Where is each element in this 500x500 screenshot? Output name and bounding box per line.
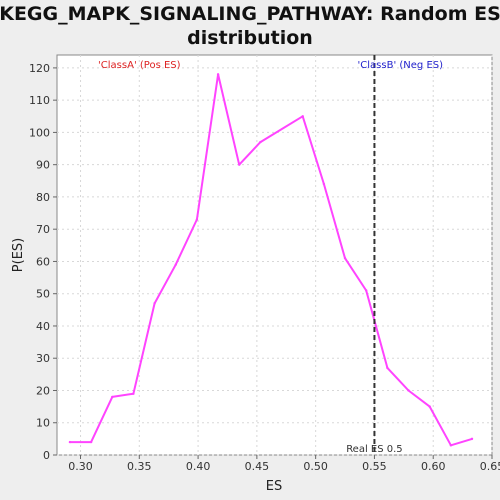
x-tick-label: 0.35 [127, 460, 152, 473]
y-tick-label: 0 [43, 449, 50, 462]
data-point [343, 257, 347, 260]
data-point [259, 140, 262, 144]
y-tick-label: 30 [36, 352, 50, 365]
x-tick-label: 0.55 [362, 460, 387, 473]
y-tick-label: 20 [36, 384, 50, 397]
x-tick-label: 0.60 [421, 460, 446, 473]
data-point [322, 182, 326, 186]
y-tick-label: 10 [36, 417, 50, 430]
plot-area [56, 54, 493, 456]
grid-layer [57, 55, 493, 456]
x-tick-label: 0.30 [68, 460, 93, 473]
data-point [89, 440, 93, 444]
data-point [470, 437, 474, 441]
data-point [301, 115, 304, 118]
data-point [216, 73, 220, 76]
data-point [238, 163, 241, 166]
data-point [132, 392, 135, 395]
class-a-annotation: 'ClassA' (Pos ES) [98, 60, 181, 71]
series-layer [68, 73, 474, 447]
y-tick-label: 100 [29, 126, 50, 139]
x-axis-label: ES [266, 479, 282, 494]
real-es-label: Real ES 0.5 [346, 444, 402, 455]
x-tick-label: 0.40 [186, 460, 211, 473]
data-point [386, 366, 389, 370]
data-point [428, 405, 431, 408]
y-tick-label: 110 [29, 94, 50, 107]
y-axis-label: P(ES) [11, 238, 26, 272]
data-point [365, 289, 368, 292]
y-tick-label: 50 [36, 288, 50, 301]
data-point [174, 263, 177, 266]
y-tick-label: 40 [36, 320, 50, 333]
y-tick-label: 120 [29, 62, 50, 75]
data-point [153, 302, 156, 305]
data-point [111, 395, 114, 399]
y-tick-label: 70 [36, 223, 50, 236]
ticks-layer: 0.30 0.35 0.40 0.45 0.50 0.55 0.60 0.65 0 10 20 30 4… [29, 62, 500, 473]
y-tick-label: 60 [36, 255, 50, 268]
data-point [68, 440, 72, 444]
data-point [195, 218, 199, 221]
class-b-annotation: 'ClassB' (Neg ES) [358, 60, 444, 71]
data-point [449, 444, 453, 447]
annotation-layer: Real ES 0.5 'ClassA' (Pos ES) 'ClassB' (Ne… [98, 55, 443, 455]
x-tick-label: 0.45 [245, 460, 270, 473]
x-tick-label: 0.65 [480, 460, 500, 473]
chart-title-line2: distribution [187, 27, 313, 49]
data-point [407, 389, 410, 392]
y-tick-label: 90 [36, 159, 50, 172]
y-tick-label: 80 [36, 191, 50, 204]
chart-title-line1: KEGG_MAPK_SIGNALING_PATHWAY: Random ES [0, 3, 500, 25]
x-tick-label: 0.50 [303, 460, 328, 473]
